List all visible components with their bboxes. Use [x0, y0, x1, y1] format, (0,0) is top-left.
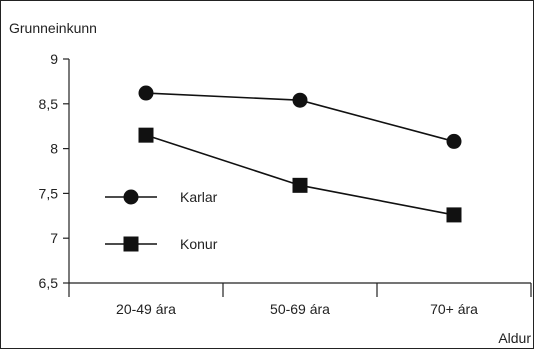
x-ticks: 20-49 ára 50-69 ára 70+ ára	[68, 283, 532, 317]
series-layer	[138, 85, 462, 223]
y-tick-label: 8	[50, 141, 58, 157]
y-axis-title: Grunneinkunn	[9, 20, 97, 36]
y-tick-label: 6,5	[39, 275, 59, 291]
legend-marker	[123, 189, 139, 205]
x-tick-label: 50-69 ára	[270, 301, 330, 317]
y-tick-label: 7	[50, 230, 58, 246]
legend: Karlar Konur	[105, 189, 218, 252]
legend-marker	[123, 236, 139, 252]
x-tick-label: 20-49 ára	[116, 301, 176, 317]
data-point	[446, 207, 462, 223]
series-karlar	[138, 85, 462, 149]
data-point	[138, 85, 154, 101]
data-point	[446, 133, 462, 149]
legend-label: Konur	[180, 236, 218, 252]
y-tick-label: 8,5	[39, 96, 59, 112]
data-point	[292, 92, 308, 108]
data-point	[138, 127, 154, 143]
y-tick-label: 7,5	[39, 185, 59, 201]
data-point	[292, 177, 308, 193]
x-tick-label: 70+ ára	[430, 301, 478, 317]
series-konur	[138, 127, 462, 223]
x-axis-title: Aldur	[498, 330, 531, 346]
legend-label: Karlar	[180, 189, 218, 205]
legend-item-karlar: Karlar	[105, 189, 218, 205]
y-ticks: 6,5 7 7,5 8 8,5 9	[39, 51, 69, 291]
legend-item-konur: Konur	[105, 236, 218, 252]
y-tick-label: 9	[50, 51, 58, 67]
